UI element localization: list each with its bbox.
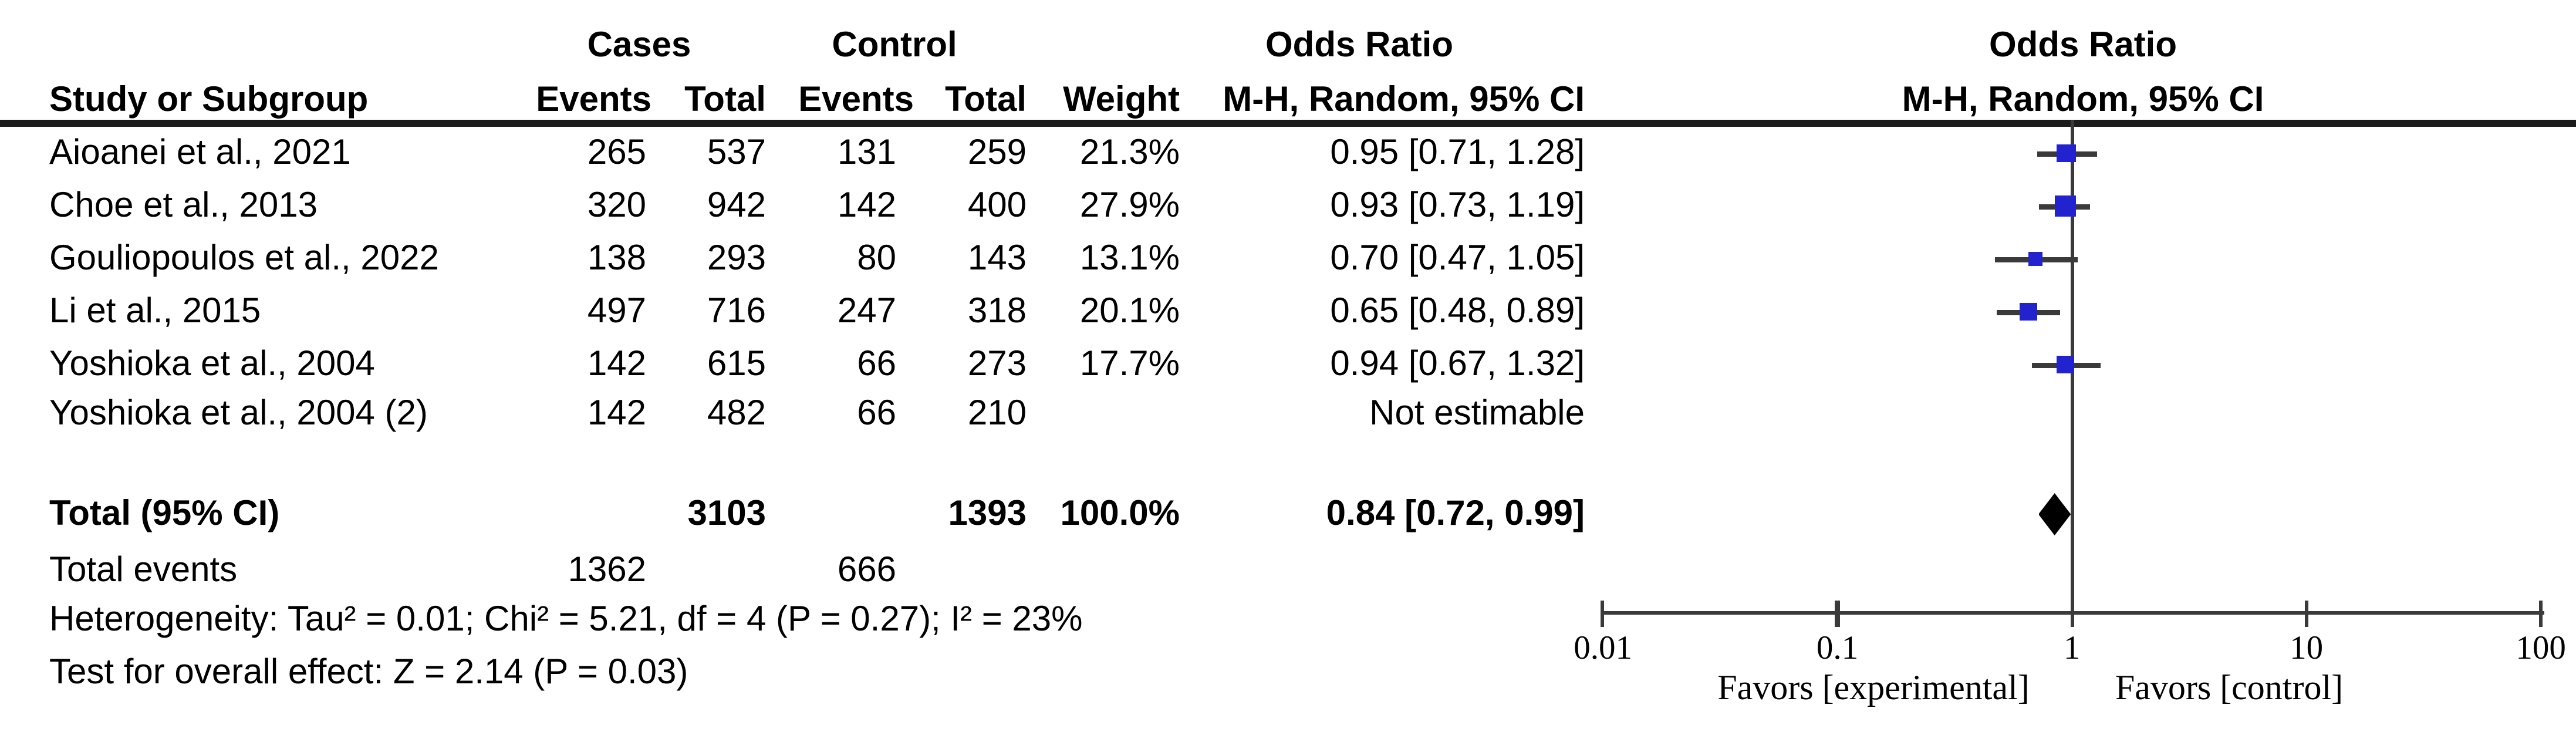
axis-tick-label: 1 — [2063, 631, 2081, 667]
total-control-total: 1393 — [948, 495, 1027, 534]
total-events-label: Total events — [49, 551, 238, 590]
cell-study: Gouliopoulos et al., 2022 — [49, 240, 439, 278]
cell-or_ci: 0.70 [0.47, 1.05] — [1330, 240, 1585, 278]
cell-or_ci: 0.95 [0.71, 1.28] — [1330, 134, 1585, 173]
cell-control_events: 131 — [837, 134, 896, 173]
cell-study: Yoshioka et al., 2004 (2) — [49, 395, 428, 433]
total-label: Total (95% CI) — [49, 495, 280, 534]
control-events-header: Events — [798, 81, 914, 120]
axis-tick-label: 0.1 — [1816, 631, 1859, 667]
cell-cases_total: 615 — [707, 345, 766, 384]
cell-control_events: 66 — [857, 345, 896, 384]
cell-or_ci: 0.94 [0.67, 1.32] — [1330, 345, 1585, 384]
cell-cases_events: 265 — [587, 134, 646, 173]
cell-or_ci: 0.93 [0.73, 1.19] — [1330, 187, 1585, 225]
control-total-header: Total — [945, 81, 1027, 120]
effect-square — [2057, 144, 2076, 163]
weight-header: Weight — [1063, 81, 1180, 120]
axis-tick-label: 0.01 — [1574, 631, 1632, 667]
favors-control-label: Favors [control] — [2115, 669, 2344, 708]
cases-group-header: Cases — [587, 26, 691, 65]
total-cases-total: 3103 — [687, 495, 767, 534]
cases-total-header: Total — [684, 81, 766, 120]
cell-study: Choe et al., 2013 — [49, 187, 318, 225]
header-rule — [0, 119, 2576, 126]
cell-control_events: 80 — [857, 240, 896, 278]
cell-cases_events: 142 — [587, 395, 646, 433]
control-group-header: Control — [832, 26, 957, 65]
cell-study: Yoshioka et al., 2004 — [49, 345, 375, 384]
total-events-cases: 1362 — [568, 551, 647, 590]
axis-tick — [1601, 599, 1605, 626]
favors-experimental-label: Favors [experimental] — [1717, 669, 2030, 708]
overall-effect-note: Test for overall effect: Z = 2.14 (P = 0… — [49, 653, 688, 692]
cell-control_total: 259 — [967, 134, 1027, 173]
cell-weight: 13.1% — [1079, 240, 1180, 278]
cell-control_total: 400 — [967, 187, 1027, 225]
cell-cases_events: 497 — [587, 292, 646, 331]
cell-control_events: 247 — [837, 292, 896, 331]
axis-tick — [2304, 599, 2308, 626]
total-weight: 100.0% — [1060, 495, 1180, 534]
axis-tick — [1835, 599, 1839, 626]
axis-tick — [2069, 599, 2074, 626]
axis-tick — [2538, 599, 2543, 626]
cell-cases_total: 537 — [707, 134, 766, 173]
study-subgroup-header: Study or Subgroup — [49, 81, 369, 120]
cell-cases_events: 142 — [587, 345, 646, 384]
cell-control_events: 66 — [857, 395, 896, 433]
cell-study: Aioanei et al., 2021 — [49, 134, 351, 173]
mh-ci-header-right: M-H, Random, 95% CI — [1902, 81, 2264, 120]
cell-or_ci: 0.65 [0.48, 0.89] — [1330, 292, 1585, 331]
cell-cases_total: 482 — [707, 395, 766, 433]
effect-square — [2019, 302, 2037, 321]
effect-square — [2028, 251, 2043, 267]
cell-or_ci: Not estimable — [1369, 395, 1585, 433]
mh-ci-header-left: M-H, Random, 95% CI — [1223, 81, 1585, 120]
axis-tick-label: 10 — [2290, 631, 2324, 667]
odds-ratio-header-right: Odds Ratio — [1988, 26, 2177, 65]
effect-square — [2054, 195, 2075, 217]
cell-control_total: 143 — [967, 240, 1027, 278]
cell-weight: 17.7% — [1079, 345, 1180, 384]
cell-cases_events: 138 — [587, 240, 646, 278]
odds-ratio-header-left: Odds Ratio — [1265, 26, 1454, 65]
cell-weight: 27.9% — [1079, 187, 1180, 225]
cell-study: Li et al., 2015 — [49, 292, 261, 331]
cell-control_total: 318 — [967, 292, 1027, 331]
total-events-control: 666 — [837, 551, 896, 590]
cases-events-header: Events — [536, 81, 651, 120]
cell-weight: 20.1% — [1079, 292, 1180, 331]
axis-tick-label: 100 — [2516, 631, 2566, 667]
total-or-ci: 0.84 [0.72, 0.99] — [1326, 495, 1585, 534]
cell-cases_total: 293 — [707, 240, 766, 278]
cell-control_total: 273 — [967, 345, 1027, 384]
heterogeneity-note: Heterogeneity: Tau² = 0.01; Chi² = 5.21,… — [49, 601, 1083, 639]
cell-cases_events: 320 — [587, 187, 646, 225]
cell-control_total: 210 — [967, 395, 1027, 433]
cell-cases_total: 942 — [707, 187, 766, 225]
cell-weight: 21.3% — [1079, 134, 1180, 173]
summary-diamond — [2038, 493, 2071, 535]
cell-control_events: 142 — [837, 187, 896, 225]
cell-cases_total: 716 — [707, 292, 766, 331]
effect-square — [2057, 356, 2074, 373]
